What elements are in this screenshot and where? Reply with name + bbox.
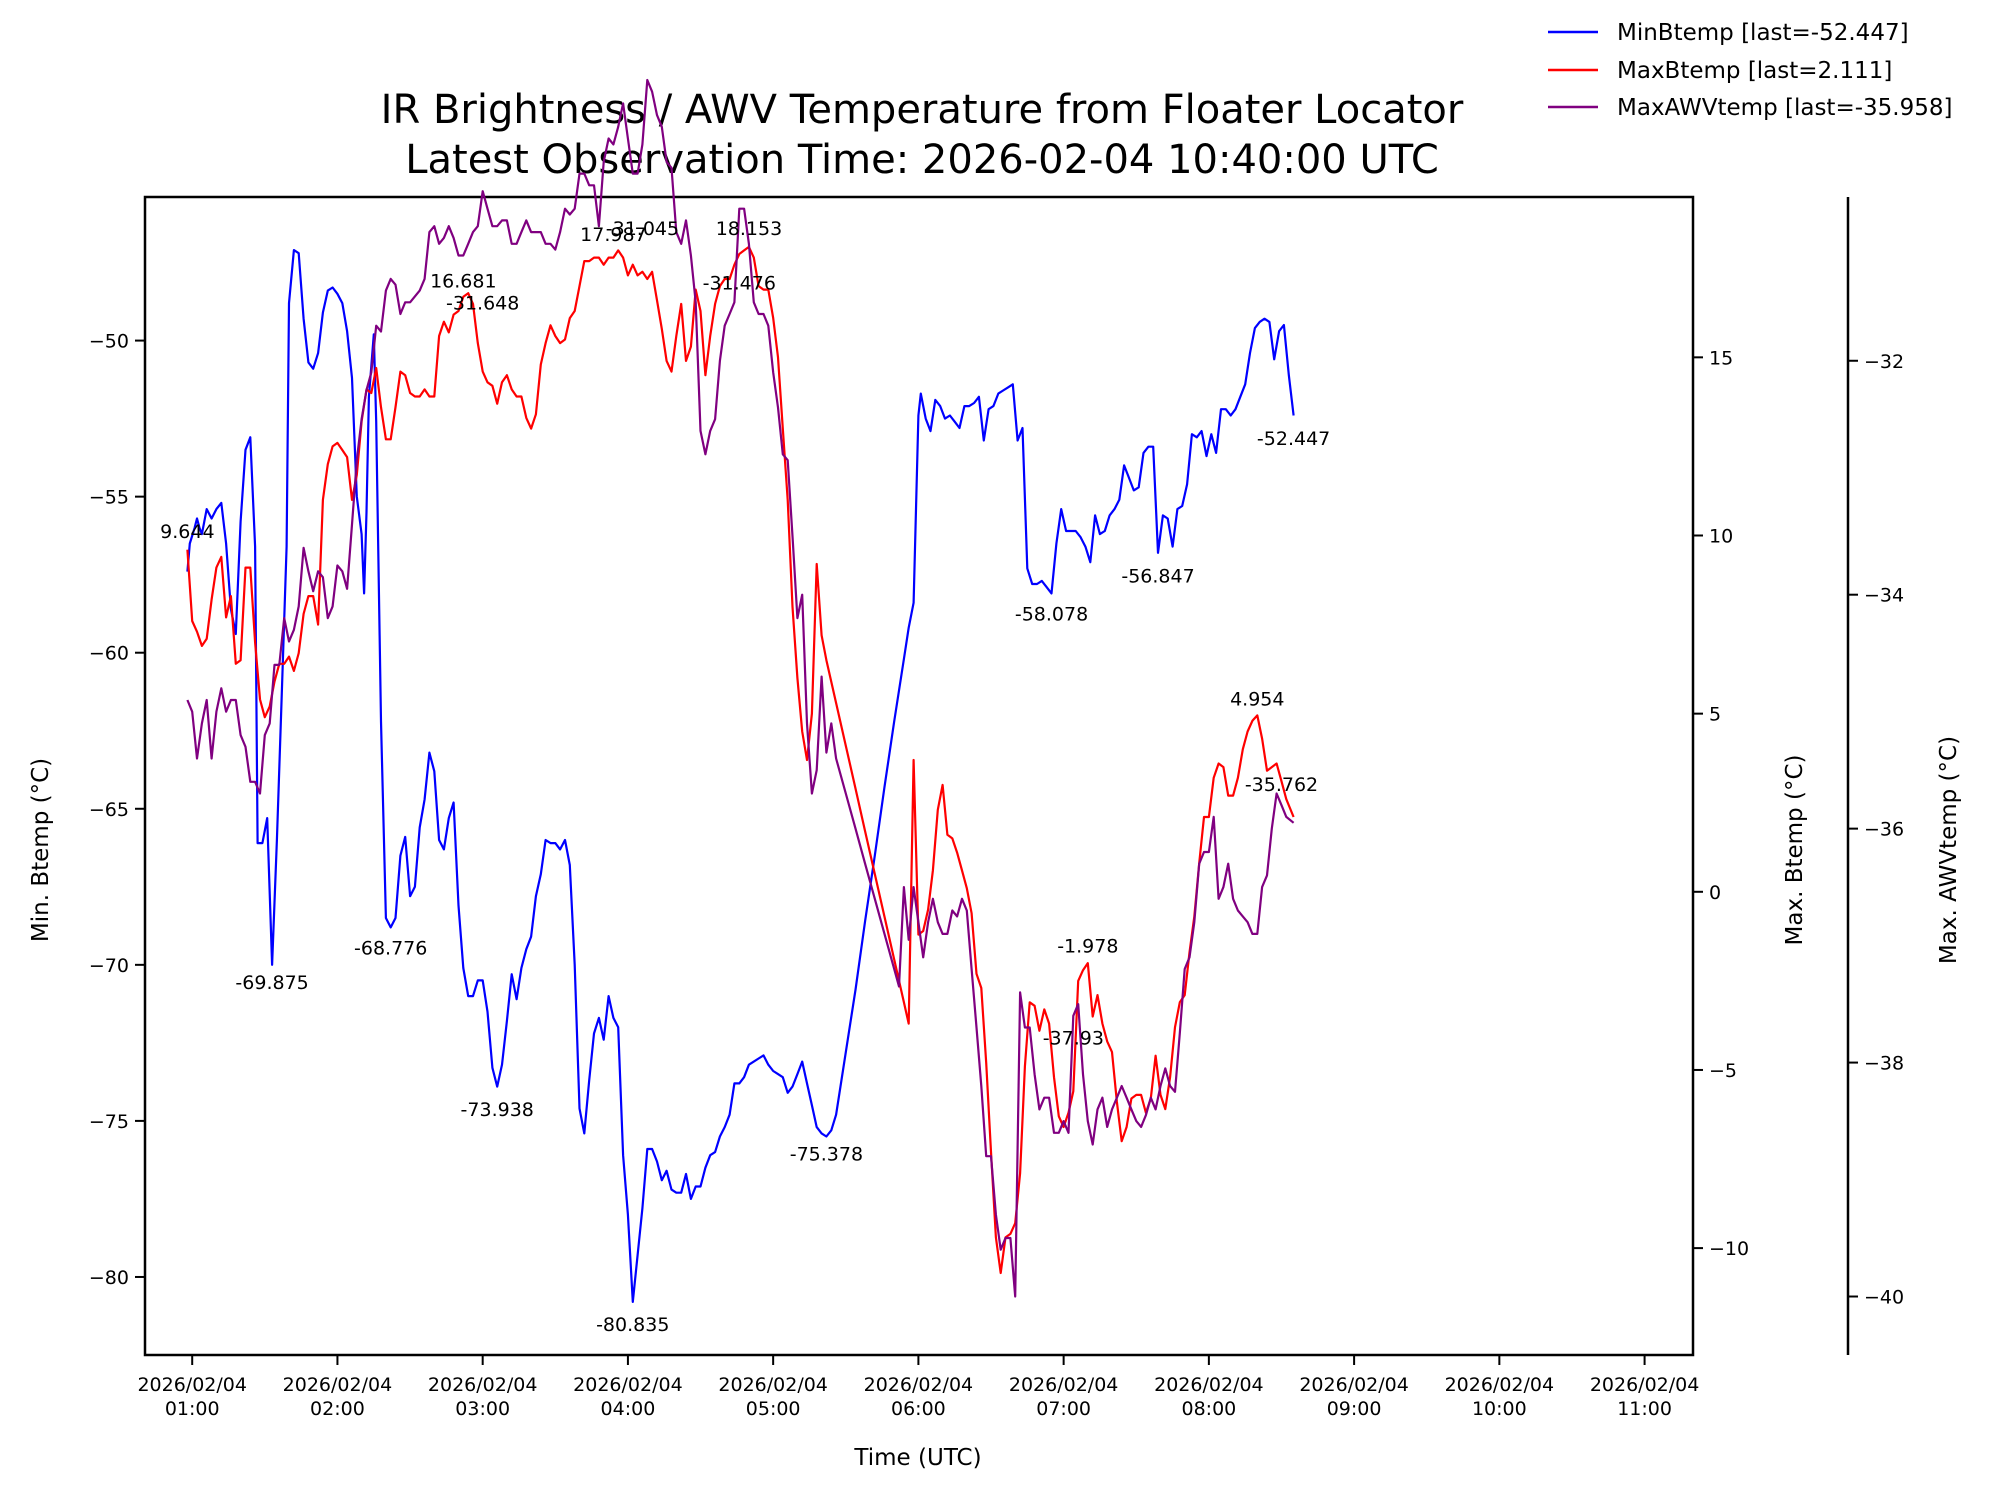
y-tick-label-left: −50 <box>89 331 129 353</box>
x-tick-label: 02:00 <box>310 1398 365 1420</box>
x-tick-label: 05:00 <box>746 1398 801 1420</box>
x-tick-label: 2026/02/04 <box>1590 1374 1700 1396</box>
x-tick-label: 08:00 <box>1181 1398 1236 1420</box>
y-tick-label-right2: −32 <box>1864 351 1904 373</box>
x-tick-label: 10:00 <box>1472 1398 1527 1420</box>
data-label: -69.875 <box>235 972 308 994</box>
data-label: -31.045 <box>606 218 679 240</box>
data-label: -56.847 <box>1121 565 1194 587</box>
data-label: -31.648 <box>446 293 519 315</box>
annotations: 9.644 -69.875 -68.776 16.681-31.648 -73.938 1… <box>160 218 1330 1336</box>
data-label: -52.447 <box>1257 428 1330 450</box>
x-tick-label: 2026/02/04 <box>428 1374 538 1396</box>
data-label: -58.078 <box>1015 604 1088 626</box>
legend: MinBtemp [last=-52.447] MaxBtemp [last=2… <box>1548 20 1952 121</box>
data-label: -80.835 <box>596 1314 669 1336</box>
data-label: 16.681 <box>430 270 496 292</box>
x-tick-label: 04:00 <box>601 1398 656 1420</box>
x-tick-label: 11:00 <box>1617 1398 1672 1420</box>
axis-ticks: 2026/02/0401:002026/02/0402:002026/02/04… <box>89 331 1904 1420</box>
y-tick-label-left: −80 <box>89 1267 129 1289</box>
y-axis-label-right1: Max. Btemp (°C) <box>1782 755 1808 946</box>
chart-title-line1: IR Brightness / AWV Temperature from Flo… <box>381 87 1464 133</box>
x-tick-label: 2026/02/04 <box>1154 1374 1264 1396</box>
data-series <box>186 78 1295 1304</box>
series-line-maxawvtemp <box>186 78 1295 1298</box>
data-label: -37.93 <box>1043 1027 1104 1049</box>
y-tick-label-left: −65 <box>89 799 129 821</box>
data-label: -31.476 <box>703 272 776 294</box>
x-tick-label: 07:00 <box>1036 1398 1091 1420</box>
chart-title-line2: Latest Observation Time: 2026-02-04 10:4… <box>405 137 1439 183</box>
y-tick-label-left: −60 <box>89 643 129 665</box>
legend-label-minbtemp: MinBtemp [last=-52.447] <box>1617 20 1909 46</box>
x-tick-label: 03:00 <box>455 1398 510 1420</box>
y-axis-label-left: Min. Btemp (°C) <box>28 758 54 942</box>
x-tick-label: 2026/02/04 <box>718 1374 828 1396</box>
data-label: -35.762 <box>1245 774 1318 796</box>
y-tick-label-right1: 5 <box>1709 704 1721 726</box>
y-tick-label-right2: −34 <box>1864 585 1904 607</box>
data-label: 17.987 <box>580 224 646 246</box>
y-tick-label-right2: −38 <box>1864 1053 1904 1075</box>
data-label: -75.378 <box>790 1144 863 1166</box>
y-axis-label-right2: Max. AWVtemp (°C) <box>1936 736 1962 964</box>
y-tick-label-right1: 15 <box>1709 347 1733 369</box>
x-tick-label: 01:00 <box>165 1398 220 1420</box>
y-tick-label-left: −55 <box>89 487 129 509</box>
y-tick-label-left: −70 <box>89 955 129 977</box>
data-label: -68.776 <box>354 938 427 960</box>
y-tick-label-right1: −10 <box>1709 1238 1749 1260</box>
x-tick-label: 2026/02/04 <box>1445 1374 1555 1396</box>
x-tick-label: 09:00 <box>1327 1398 1382 1420</box>
x-tick-label: 2026/02/04 <box>137 1374 247 1396</box>
y-tick-label-right1: 10 <box>1709 525 1733 547</box>
y-tick-label-right1: 0 <box>1709 882 1721 904</box>
y-tick-label-right1: −5 <box>1709 1060 1737 1082</box>
y-tick-label-left: −75 <box>89 1111 129 1133</box>
x-axis-label: Time (UTC) <box>853 1445 981 1471</box>
x-tick-label: 2026/02/04 <box>1299 1374 1409 1396</box>
x-tick-label: 2026/02/04 <box>1009 1374 1119 1396</box>
data-label: -1.978 <box>1057 935 1118 957</box>
x-tick-label: 2026/02/04 <box>283 1374 393 1396</box>
x-tick-label: 06:00 <box>891 1398 946 1420</box>
y-tick-label-right2: −36 <box>1864 819 1904 841</box>
data-label: 4.954 <box>1230 688 1284 710</box>
data-label: 18.153 <box>716 218 782 240</box>
y-tick-label-right2: −40 <box>1864 1287 1904 1309</box>
data-label: 9.644 <box>160 521 214 543</box>
data-label: -73.938 <box>461 1099 534 1121</box>
legend-label-maxawvtemp: MaxAWVtemp [last=-35.958] <box>1617 95 1952 121</box>
x-tick-label: 2026/02/04 <box>573 1374 683 1396</box>
series-line-minbtemp <box>186 249 1295 1304</box>
legend-label-maxbtemp: MaxBtemp [last=2.111] <box>1617 58 1892 84</box>
x-tick-label: 2026/02/04 <box>864 1374 974 1396</box>
